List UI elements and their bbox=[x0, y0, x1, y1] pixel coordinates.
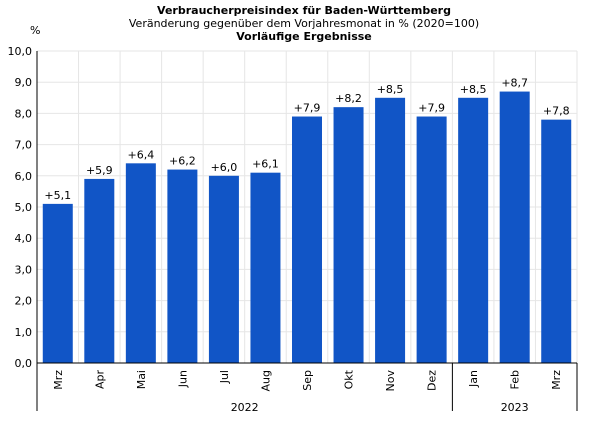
bar bbox=[250, 172, 281, 363]
data-label: +6,2 bbox=[169, 155, 196, 168]
x-tick-label: Apr bbox=[93, 370, 106, 390]
y-tick-label: 2,0 bbox=[15, 295, 33, 308]
y-tick-label: 0,0 bbox=[15, 357, 33, 370]
y-tick-label: 9,0 bbox=[15, 76, 33, 89]
bar bbox=[458, 97, 489, 364]
chart-subtitle: Veränderung gegenüber dem Vorjahresmonat… bbox=[128, 17, 480, 30]
y-tick-label: 1,0 bbox=[15, 326, 33, 339]
x-tick-label: Mrz bbox=[550, 370, 563, 390]
bar bbox=[416, 116, 447, 364]
data-label: +5,1 bbox=[44, 189, 71, 202]
data-label: +7,8 bbox=[543, 105, 570, 118]
y-tick-label: 7,0 bbox=[15, 139, 33, 152]
bar bbox=[208, 175, 239, 363]
x-tick-label: Sep bbox=[301, 370, 314, 391]
chart-title: Verbraucherpreisindex für Baden-Württemb… bbox=[157, 4, 451, 17]
data-label: +8,7 bbox=[501, 77, 528, 90]
x-tick-label: Jan bbox=[467, 370, 480, 388]
bar bbox=[125, 163, 156, 363]
x-tick-label: Jun bbox=[176, 370, 189, 388]
bar bbox=[84, 178, 115, 363]
bar bbox=[292, 116, 322, 364]
bar bbox=[42, 203, 73, 363]
year-group-label: 2023 bbox=[501, 401, 529, 414]
y-tick-label: 4,0 bbox=[15, 232, 33, 245]
bar bbox=[499, 91, 530, 363]
data-label: +7,9 bbox=[294, 102, 321, 115]
bar bbox=[167, 169, 198, 363]
bar bbox=[333, 107, 364, 363]
chart-titles: Verbraucherpreisindex für Baden-Württemb… bbox=[0, 4, 608, 43]
x-tick-label: Nov bbox=[384, 370, 397, 392]
data-label: +8,2 bbox=[335, 92, 362, 105]
y-axis-unit-label: % bbox=[30, 24, 41, 37]
data-label: +5,9 bbox=[86, 164, 113, 177]
data-label: +7,9 bbox=[418, 102, 445, 115]
y-tick-label: 6,0 bbox=[15, 170, 33, 183]
chart-subtitle-2: Vorläufige Ergebnisse bbox=[236, 30, 372, 43]
data-label: +6,1 bbox=[252, 158, 279, 171]
bar bbox=[541, 119, 572, 363]
y-tick-label: 5,0 bbox=[15, 201, 33, 214]
x-tick-label: Aug bbox=[259, 370, 272, 391]
y-tick-label: 3,0 bbox=[15, 263, 33, 276]
y-tick-label: 8,0 bbox=[15, 107, 33, 120]
y-tick-label: 10,0 bbox=[8, 45, 33, 58]
data-label: +8,5 bbox=[460, 83, 487, 96]
x-tick-label: Mai bbox=[135, 370, 148, 389]
data-label: +6,0 bbox=[211, 161, 238, 174]
bar bbox=[375, 97, 406, 364]
x-tick-label: Okt bbox=[343, 369, 356, 389]
data-label: +6,4 bbox=[127, 148, 154, 161]
x-tick-label: Feb bbox=[509, 370, 522, 389]
x-tick-label: Mrz bbox=[52, 370, 65, 390]
x-tick-label: Jul bbox=[218, 370, 231, 384]
x-tick-label: Dez bbox=[426, 370, 439, 391]
data-label: +8,5 bbox=[377, 83, 404, 96]
year-group-label: 2022 bbox=[231, 401, 259, 414]
